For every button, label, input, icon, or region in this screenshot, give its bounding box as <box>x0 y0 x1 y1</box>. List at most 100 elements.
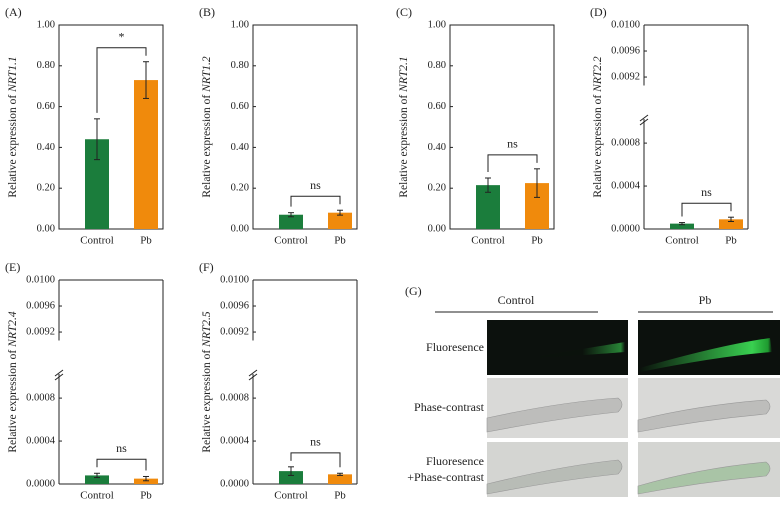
y-tick-label: 0.40 <box>231 142 249 153</box>
x-tick-label: Pb <box>140 235 152 247</box>
x-tick-label: Pb <box>334 235 346 247</box>
x-tick-label: Control <box>471 235 505 247</box>
panel-label: (E) <box>5 260 20 274</box>
micrograph-root <box>637 461 771 495</box>
panel-label: (B) <box>199 5 215 19</box>
y-axis-title-text: Relative expression of <box>592 95 604 198</box>
y-tick-label: 0.0004 <box>220 435 250 446</box>
micrograph-root <box>540 342 625 358</box>
bar <box>279 214 303 229</box>
significance-bracket <box>290 452 341 468</box>
x-tick-label: Pb <box>140 490 152 502</box>
bar <box>719 219 743 229</box>
y-tick-label: 0.60 <box>231 101 249 112</box>
y-tick-label: 0.00 <box>231 223 249 234</box>
y-tick-label: 0.40 <box>37 142 55 153</box>
y-axis-title-gene: NRT2.2 <box>592 56 604 93</box>
x-tick-label: Control <box>80 490 114 502</box>
column-header: Control <box>498 293 535 307</box>
y-tick-label: 0.60 <box>428 101 446 112</box>
y-tick-label: 1.00 <box>428 19 446 30</box>
plot-frame <box>252 24 358 230</box>
x-tick-label: Pb <box>725 235 737 247</box>
axis-break <box>248 373 258 381</box>
y-tick-label: 0.0000 <box>611 223 640 234</box>
row-label: +Phase-contrast <box>407 470 484 484</box>
significance-bracket <box>96 458 147 471</box>
y-tick-label: 0.0100 <box>611 19 640 30</box>
y-axis-title: Relative expression of NRT2.1 <box>398 56 410 197</box>
y-axis-title-text: Relative expression of <box>201 350 213 453</box>
significance-label: * <box>119 29 125 43</box>
row-label: Phase-contrast <box>414 400 485 414</box>
y-tick-label: 0.0096 <box>26 300 55 311</box>
y-axis-title-text: Relative expression of <box>201 95 213 198</box>
bar <box>328 212 352 229</box>
y-tick-label: 0.00 <box>428 223 446 234</box>
y-tick-label: 0.20 <box>428 183 446 194</box>
bar <box>134 478 158 484</box>
row-label: Fluoresence <box>426 340 484 354</box>
y-tick-label: 1.00 <box>231 19 249 30</box>
y-tick-label: 0.0000 <box>220 478 249 489</box>
y-axis-title-gene: NRT1.2 <box>201 56 213 93</box>
y-axis-title: Relative expression of NRT2.2 <box>592 56 604 198</box>
column-header: Pb <box>699 293 712 307</box>
y-axis-title-gene: NRT1.1 <box>7 56 19 92</box>
y-tick-label: 0.0004 <box>611 180 641 191</box>
y-tick-label: 0.0092 <box>220 326 249 337</box>
y-tick-label: 0.20 <box>231 183 249 194</box>
bar <box>134 80 158 229</box>
y-tick-label: 0.80 <box>428 60 446 71</box>
axis-break <box>54 373 64 381</box>
significance-label: ns <box>116 441 127 455</box>
y-tick-label: 0.00 <box>37 223 55 234</box>
y-tick-label: 0.20 <box>37 183 55 194</box>
significance-label: ns <box>701 185 712 199</box>
x-tick-label: Control <box>274 235 308 247</box>
y-tick-label: 0.0096 <box>611 45 640 56</box>
y-tick-label: 0.0100 <box>220 274 249 285</box>
y-tick-label: 0.60 <box>37 101 55 112</box>
y-tick-label: 0.0008 <box>26 393 55 404</box>
plot-frame <box>58 24 164 230</box>
panel-label: (F) <box>199 260 214 274</box>
axis-break <box>639 118 649 126</box>
y-axis-title-text: Relative expression of <box>7 350 19 453</box>
y-tick-label: 0.0092 <box>611 71 640 82</box>
bar <box>670 223 694 229</box>
micrograph-root <box>637 399 771 433</box>
panel-label: (D) <box>590 5 607 19</box>
y-tick-label: 0.0008 <box>611 138 640 149</box>
x-tick-label: Pb <box>531 235 543 247</box>
y-tick-label: 0.80 <box>37 60 55 71</box>
significance-label: ns <box>507 137 518 151</box>
y-axis-title-gene: NRT2.5 <box>201 311 213 348</box>
y-tick-label: 0.0000 <box>26 478 55 489</box>
y-axis-title: Relative expression of NRT2.4 <box>7 311 19 453</box>
bar <box>328 474 352 484</box>
y-axis-title: Relative expression of NRT1.2 <box>201 56 213 198</box>
y-axis-title: Relative expression of NRT2.5 <box>201 311 213 453</box>
significance-bracket <box>290 195 341 207</box>
image-panel <box>435 311 780 497</box>
x-tick-label: Pb <box>334 490 346 502</box>
y-tick-label: 0.40 <box>428 142 446 153</box>
bar <box>85 475 109 484</box>
plot-frame <box>449 24 555 230</box>
y-tick-label: 0.0100 <box>26 274 55 285</box>
significance-bracket <box>487 154 538 172</box>
axis-break <box>54 369 64 377</box>
panel-label: (C) <box>396 5 412 19</box>
significance-label: ns <box>310 435 321 449</box>
bar <box>279 471 303 484</box>
row-label: Fluoresence <box>426 454 484 468</box>
y-axis-title-gene: NRT2.1 <box>398 56 410 92</box>
y-axis-title-text: Relative expression of <box>398 95 410 198</box>
x-tick-label: Control <box>665 235 699 247</box>
panel-label: (A) <box>5 5 22 19</box>
x-tick-label: Control <box>80 235 114 247</box>
y-axis-title-gene: NRT2.4 <box>7 311 19 348</box>
x-tick-label: Control <box>274 490 308 502</box>
